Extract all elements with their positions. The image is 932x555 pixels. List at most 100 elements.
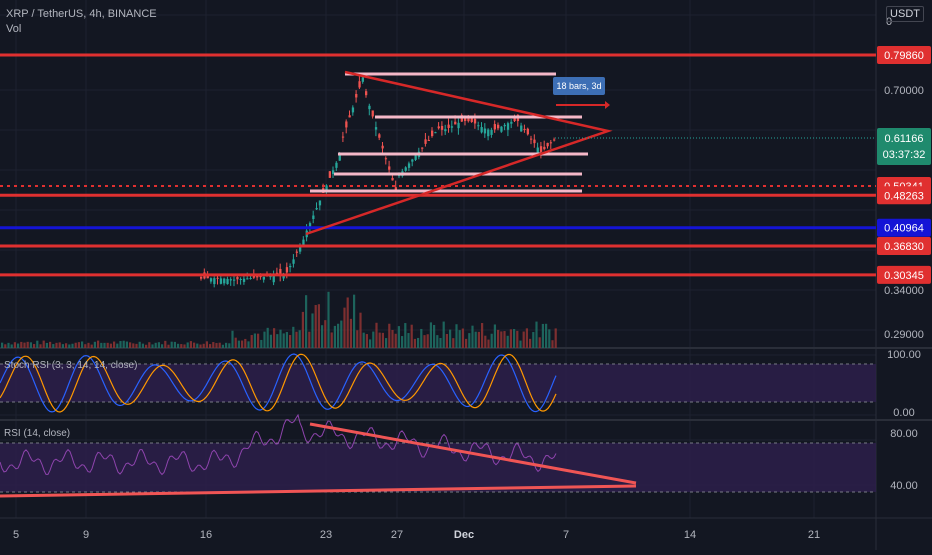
volume-bar — [186, 342, 189, 348]
time-label-3: 23 — [320, 529, 332, 541]
candle-body — [272, 275, 275, 283]
candle-body — [526, 128, 529, 135]
volume-bar — [116, 343, 119, 348]
volume-bar — [122, 340, 125, 348]
candle-body — [239, 278, 242, 280]
candle-body — [431, 130, 434, 137]
volume-bar — [513, 328, 516, 348]
candle-body — [338, 155, 341, 161]
current-price-label: 0.61166 — [885, 133, 924, 145]
candle-body — [477, 125, 480, 127]
volume-bar — [215, 343, 218, 348]
candle-body — [348, 115, 351, 118]
candle-body — [325, 185, 328, 192]
candle-body — [242, 278, 246, 282]
volume-bar — [433, 324, 436, 348]
volume-bar — [4, 344, 7, 348]
candle-body — [424, 139, 427, 144]
volume-bar — [247, 341, 250, 348]
volume-bar — [167, 344, 170, 348]
volume-bar — [439, 337, 442, 348]
volume-bar — [36, 340, 39, 348]
volume-bar — [481, 323, 484, 348]
candle-body — [464, 117, 467, 122]
volume-bar — [202, 343, 205, 348]
candle-body — [269, 276, 272, 278]
volume-bar — [45, 342, 48, 348]
candle-body — [470, 118, 473, 123]
candle-body — [427, 139, 430, 141]
rsi-band — [0, 443, 876, 492]
candle-body — [407, 163, 411, 168]
volume-bar — [455, 324, 458, 348]
level-label-5: 0.30345 — [884, 270, 924, 282]
volume-bar — [109, 343, 112, 348]
volume-bar — [506, 335, 509, 348]
volume-bar — [113, 341, 116, 348]
candle-body — [216, 277, 219, 279]
triangle-pattern — [305, 70, 613, 236]
volume-bar — [375, 322, 378, 348]
volume-bar — [154, 342, 157, 348]
volume-bar — [241, 340, 244, 348]
level-label-3: 0.40964 — [884, 223, 924, 235]
volume-bar — [103, 342, 106, 348]
volume-bar — [407, 333, 410, 348]
candle-body — [490, 129, 493, 135]
candle-body — [549, 142, 553, 144]
countdown-label: 03:37:32 — [883, 149, 926, 161]
candle-body — [411, 159, 414, 162]
candle-body — [506, 123, 510, 130]
time-label-1: 9 — [83, 529, 89, 541]
volume-bar — [141, 343, 144, 348]
candle-body — [233, 279, 236, 281]
candle-body — [434, 132, 437, 134]
volume-bar — [385, 338, 388, 348]
volume-bar — [298, 330, 301, 348]
volume-bar — [10, 344, 13, 348]
currency-badge[interactable]: USDT — [886, 6, 924, 22]
candle-body — [371, 110, 374, 117]
candle-body — [335, 162, 338, 168]
volume-bar — [497, 329, 500, 348]
volume-bar — [269, 334, 272, 348]
candle-body — [318, 200, 322, 206]
volume-bar — [23, 342, 26, 348]
candle-body — [450, 126, 454, 128]
volume-bar — [327, 291, 330, 348]
volume-bar — [282, 333, 285, 348]
candle-body — [365, 91, 368, 96]
volume-bar — [420, 328, 423, 348]
volume-bar — [369, 339, 372, 348]
volume-bar — [548, 329, 551, 348]
volume-bar — [401, 336, 404, 348]
volume-bar — [7, 342, 10, 348]
volume-bar — [461, 328, 464, 348]
volume-bar — [145, 344, 148, 348]
volume-bar — [129, 342, 132, 348]
candle-body — [454, 121, 457, 125]
candle-body — [213, 278, 216, 285]
volume-bar — [234, 337, 237, 348]
candle-body — [473, 118, 477, 124]
volume-bar — [58, 342, 61, 348]
volume-bar — [337, 323, 340, 348]
volume-bar — [100, 342, 103, 348]
volume-bar — [250, 335, 253, 348]
candle-body — [398, 175, 401, 177]
volume-bar — [68, 344, 71, 348]
volume-bar — [97, 340, 100, 348]
volume-bar — [26, 341, 29, 348]
volume-bar — [20, 341, 23, 348]
volume-bar — [346, 297, 349, 348]
volume-bar — [388, 323, 391, 348]
volume-bar — [372, 331, 375, 348]
volume-bar — [135, 343, 138, 348]
volume-bar — [474, 331, 477, 348]
rsi-resistance-line — [309, 422, 637, 485]
chart-title: XRP / TetherUS, 4h, BINANCE — [6, 8, 157, 20]
candle-body — [553, 139, 556, 141]
volume-bar — [148, 342, 151, 348]
time-label-5: Dec — [454, 529, 474, 541]
volume-bar — [205, 341, 208, 348]
